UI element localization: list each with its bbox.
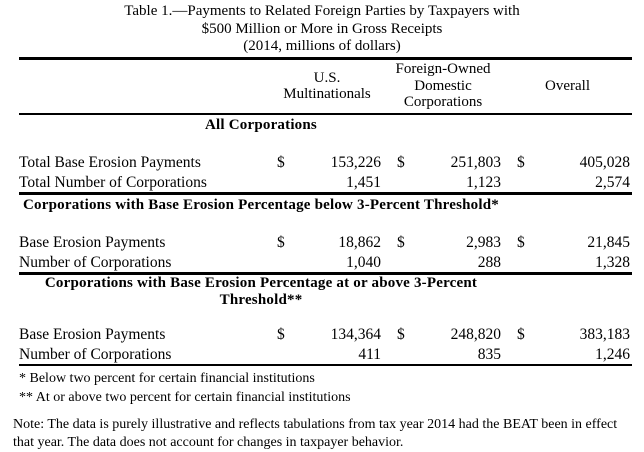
row-label: Number of Corporations (19, 343, 271, 366)
spacer-cell (19, 217, 632, 232)
data-row: Base Erosion Payments $18,862 $2,983 $21,84… (19, 232, 632, 252)
value-cell: 835 (411, 343, 503, 366)
value-cell: 18,862 (338, 233, 381, 251)
spacer-row (19, 309, 632, 324)
value-cell: 1,040 (291, 251, 383, 275)
value-cell: 153,226 (330, 153, 381, 171)
payments-table: U.S. Multinationals Foreign-Owned Domest… (19, 56, 633, 366)
value-cell: 2,574 (531, 171, 633, 195)
data-row: Base Erosion Payments $134,364 $248,820 $38… (19, 324, 632, 344)
section-title: Corporations with Base Erosion Percentag… (23, 197, 499, 213)
value-cell: 1,246 (531, 343, 633, 366)
section-header-row: Corporations with Base Erosion Percentag… (19, 273, 632, 309)
value-cell: 411 (291, 343, 383, 366)
row-label: Total Base Erosion Payments (19, 153, 201, 171)
currency-symbol (383, 171, 411, 195)
table-title-line-3: (2014, millions of dollars) (243, 38, 401, 54)
spacer-row (19, 217, 632, 232)
currency-symbol (503, 343, 531, 366)
row-label: Base Erosion Payments (19, 325, 166, 343)
table-title: Table 1.—Payments to Related Foreign Par… (0, 0, 644, 56)
column-header-label: U.S. Multinationals (283, 69, 371, 103)
section-header-row: All Corporations (19, 114, 632, 137)
value-cell: 405,028 (579, 153, 631, 171)
column-header-us-multinationals: U.S. Multinationals (271, 58, 383, 115)
value-cell: 383,183 (579, 325, 631, 343)
currency-symbol: $ (517, 325, 525, 343)
row-label: Number of Corporations (19, 251, 271, 275)
value-cell: 2,983 (466, 233, 501, 251)
data-row: Total Number of Corporations 1,451 1,123 2,… (19, 171, 633, 195)
currency-symbol: $ (397, 325, 405, 343)
currency-symbol: $ (397, 153, 405, 171)
row-label-column-header (19, 58, 271, 115)
currency-symbol: $ (517, 233, 525, 251)
value-cell: 288 (411, 251, 503, 275)
currency-symbol: $ (277, 233, 285, 251)
value-cell: 248,820 (450, 325, 501, 343)
currency-symbol (271, 343, 291, 366)
currency-symbol: $ (397, 233, 405, 251)
value-cell: 251,803 (450, 153, 501, 171)
row-label: Base Erosion Payments (19, 233, 166, 251)
data-row: Total Base Erosion Payments $153,226 $251,… (19, 152, 632, 172)
column-header-label: Foreign-Owned Domestic Corporations (395, 61, 491, 111)
column-header-label: Overall (545, 77, 590, 94)
row-label: Total Number of Corporations (19, 171, 271, 195)
table-title-line-1: Table 1.—Payments to Related Foreign Par… (124, 3, 520, 19)
currency-symbol: $ (517, 153, 525, 171)
footnotes: * Below two percent for certain financia… (19, 369, 644, 408)
currency-symbol: $ (277, 325, 285, 343)
note-text: Note: The data is purely illustrative an… (13, 416, 618, 450)
value-cell: 1,123 (411, 171, 503, 195)
column-header-foreign-owned-domestic: Foreign-Owned Domestic Corporations (383, 58, 503, 115)
currency-symbol (503, 171, 531, 195)
section-header-pad (503, 193, 632, 217)
section-title: Corporations with Base Erosion Percentag… (44, 274, 478, 308)
data-row: Number of Corporations 411 835 1,246 (19, 343, 633, 366)
currency-symbol (271, 171, 291, 195)
column-header-overall: Overall (503, 58, 633, 115)
spacer-row (19, 137, 632, 152)
table-title-line-2: $500 Million or More in Gross Receipts (201, 20, 443, 37)
footnote-above-threshold: ** At or above two percent for certain f… (19, 390, 351, 405)
currency-symbol (383, 343, 411, 366)
section-header-row: Corporations with Base Erosion Percentag… (19, 193, 632, 217)
currency-symbol (503, 251, 531, 275)
section-header-pad (503, 273, 632, 309)
currency-symbol: $ (277, 153, 285, 171)
currency-symbol (383, 251, 411, 275)
spacer-cell (19, 309, 632, 324)
footnote-below-threshold: * Below two percent for certain financia… (19, 370, 315, 386)
section-header-pad (503, 114, 632, 137)
data-row: Number of Corporations 1,040 288 1,328 (19, 251, 633, 275)
column-header-row: U.S. Multinationals Foreign-Owned Domest… (19, 58, 633, 115)
table-sections: All Corporations Total Base Erosion Payme… (19, 114, 633, 366)
value-cell: 1,328 (531, 251, 633, 275)
value-cell: 1,451 (291, 171, 383, 195)
spacer-cell (19, 137, 632, 152)
value-cell: 134,364 (330, 325, 381, 343)
currency-symbol (271, 251, 291, 275)
section-title: All Corporations (205, 117, 317, 133)
value-cell: 21,845 (587, 233, 631, 251)
